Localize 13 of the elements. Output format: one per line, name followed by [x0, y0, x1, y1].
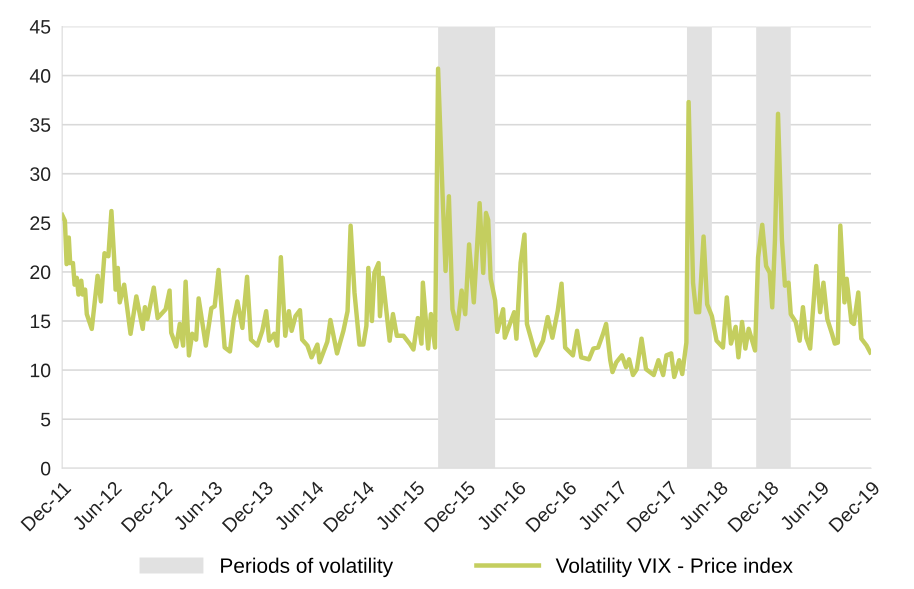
y-tick-label: 35 [30, 118, 50, 132]
legend-label: Volatility VIX - Price index [556, 558, 793, 578]
line-series [62, 66, 872, 380]
y-tick-label: 15 [30, 314, 50, 328]
y-tick-label: 5 [41, 412, 50, 426]
y-tick-label: 20 [30, 265, 50, 280]
y-tick-label: 25 [30, 216, 50, 230]
y-tick-label: 0 [40, 462, 50, 476]
y-tick-label: 40 [30, 69, 50, 83]
y-tick-label: 30 [30, 167, 50, 181]
legend-label: Periods of volatility [221, 558, 394, 578]
y-tick-label: 10 [30, 364, 50, 378]
y-tick-label: 45 [30, 20, 50, 34]
